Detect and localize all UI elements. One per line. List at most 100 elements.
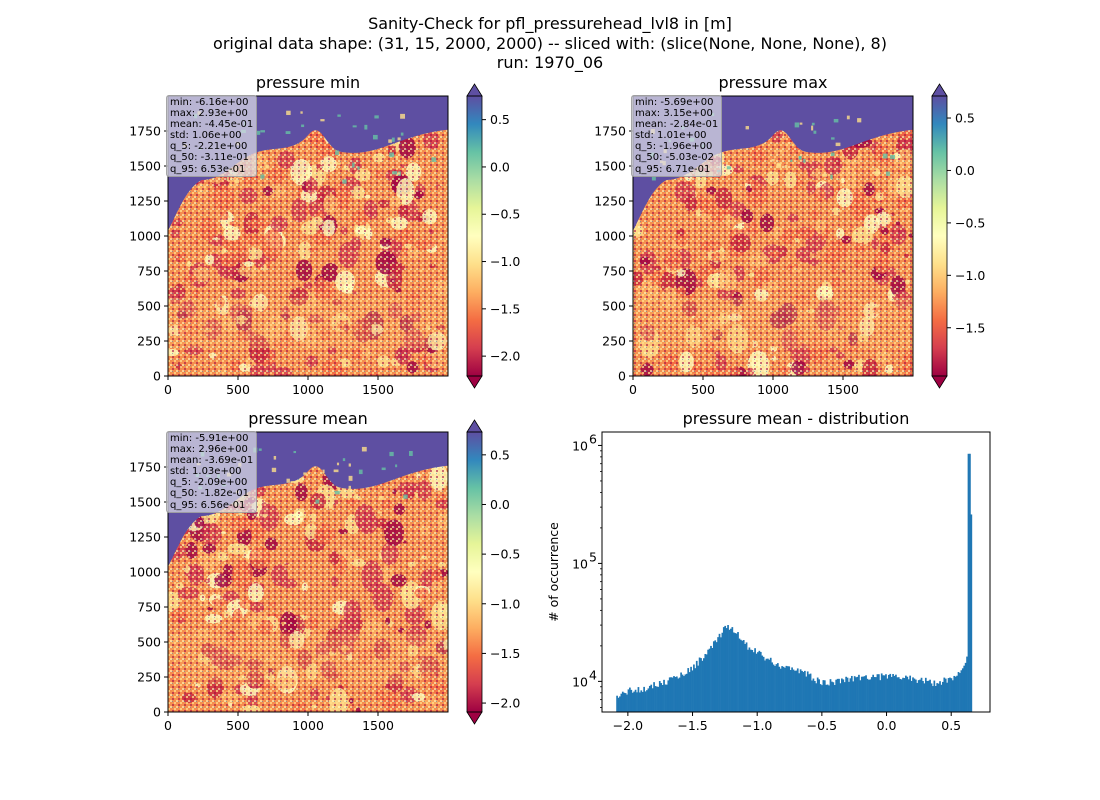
- hist-x-tick-label: 0.5: [941, 718, 961, 733]
- histogram-bar: [700, 658, 702, 712]
- histogram-bar: [838, 678, 840, 712]
- histogram-bar: [899, 678, 902, 712]
- y-tick-label: 1000: [594, 229, 626, 244]
- y-tick-label: 750: [137, 600, 161, 615]
- histogram-bar: [703, 658, 705, 712]
- y-tick-label: 1000: [129, 229, 161, 244]
- colorbar-extend-bottom: [466, 711, 483, 725]
- histogram-bar: [778, 666, 781, 712]
- colorbar-extend-top: [931, 83, 948, 97]
- histogram-bar: [785, 665, 788, 712]
- x-tick-label: 500: [226, 382, 250, 397]
- histogram-bar: [900, 679, 903, 712]
- histogram-bar: [656, 686, 658, 712]
- y-tick-label: 500: [602, 299, 626, 314]
- histogram-bar: [863, 676, 866, 712]
- x-tick-label: 500: [691, 382, 715, 397]
- histogram-bar: [739, 639, 742, 712]
- suptitle-line-2: original data shape: (31, 15, 2000, 2000…: [213, 33, 887, 53]
- colorbar-gradient: [467, 96, 482, 376]
- histogram-bar: [680, 672, 682, 712]
- stat-max: max: 2.93e+00: [170, 108, 248, 120]
- hist-y-tick-label: 10: [572, 438, 588, 453]
- histogram-bar: [961, 668, 964, 712]
- histogram-bar: [939, 681, 941, 712]
- histogram-bar: [909, 675, 912, 712]
- histogram-bar: [956, 675, 958, 712]
- histogram-bar: [873, 677, 876, 712]
- stat-q5: q_5: -2.09e+00: [170, 477, 248, 489]
- stats-box-mean: min: -5.91e+00 max: 2.96e+00 mean: -3.69…: [166, 431, 258, 513]
- histogram-bar: [752, 652, 755, 712]
- colorbar-tick-label: −1.5: [490, 301, 520, 316]
- histogram-bar: [862, 676, 865, 712]
- x-tick-label: 1000: [292, 382, 324, 397]
- histogram-bar: [712, 641, 715, 712]
- histogram-bar: [705, 654, 708, 712]
- x-tick-label: 0: [164, 382, 172, 397]
- histogram-bar: [764, 660, 766, 712]
- colorbar-gradient: [467, 432, 482, 712]
- histogram-bar: [637, 687, 640, 712]
- histogram-bar: [621, 691, 624, 712]
- colorbar-extend-bottom: [466, 375, 483, 389]
- histogram-bar: [926, 680, 929, 712]
- histogram-bar: [839, 683, 842, 712]
- colorbar-frame: [466, 95, 483, 377]
- histogram-bar: [906, 676, 909, 712]
- histogram-bar: [954, 676, 957, 712]
- histogram-bar: [651, 688, 654, 712]
- histogram-bar: [759, 651, 762, 712]
- histogram-bar: [923, 683, 926, 712]
- histogram-bar: [731, 627, 734, 712]
- stat-q50: q_50: -1.82e-01: [170, 488, 249, 500]
- histogram-bar: [828, 685, 830, 712]
- histogram-bar: [944, 678, 947, 712]
- histogram-bar: [721, 632, 724, 712]
- histogram-bar: [646, 690, 648, 712]
- histogram-bar: [745, 642, 748, 712]
- stat-std: std: 1.03e+00: [170, 466, 242, 478]
- histogram-bar: [875, 677, 877, 712]
- stat-min: min: -5.69e+00: [635, 97, 714, 108]
- histogram-bar: [912, 677, 914, 712]
- histogram-bar: [754, 648, 756, 712]
- histogram-bar: [693, 664, 695, 712]
- histogram-bar: [841, 678, 843, 712]
- histogram-bar: [811, 680, 813, 712]
- histogram-bar: [650, 684, 653, 712]
- histogram-bar: [889, 673, 892, 712]
- histogram-bar: [751, 650, 754, 712]
- histogram-bar: [779, 668, 782, 712]
- histogram-bar: [683, 676, 685, 712]
- histogram-bar: [710, 645, 712, 712]
- panel-title: pressure min: [256, 73, 360, 92]
- colorbar-gradient: [932, 96, 947, 376]
- colorbar-extend-top: [466, 83, 483, 97]
- histogram-bar: [916, 682, 919, 712]
- histogram-bars: [616, 453, 973, 712]
- histogram-bar: [660, 683, 663, 712]
- colorbar-tick-label: −1.0: [490, 596, 520, 611]
- histogram-bar: [885, 674, 887, 712]
- histogram-bar: [677, 678, 680, 712]
- histogram-bar: [657, 686, 660, 712]
- x-tick-label: 1500: [827, 382, 859, 397]
- histogram-bar: [701, 660, 704, 712]
- histogram-bar: [794, 670, 796, 712]
- histogram-bar: [849, 678, 852, 712]
- y-tick-label: 1750: [594, 124, 626, 139]
- histogram-bar: [725, 628, 728, 712]
- histogram-bar: [932, 686, 934, 712]
- x-tick-label: 1500: [362, 382, 394, 397]
- histogram-bar: [798, 673, 801, 712]
- histogram-bar: [929, 679, 931, 712]
- histogram-bar: [831, 681, 833, 712]
- histogram-bar: [843, 682, 846, 712]
- histogram-bar: [782, 666, 785, 712]
- histogram-bar: [927, 680, 930, 712]
- histogram-bar: [876, 674, 879, 712]
- histogram-bar: [634, 689, 637, 712]
- histogram-bar: [684, 674, 687, 712]
